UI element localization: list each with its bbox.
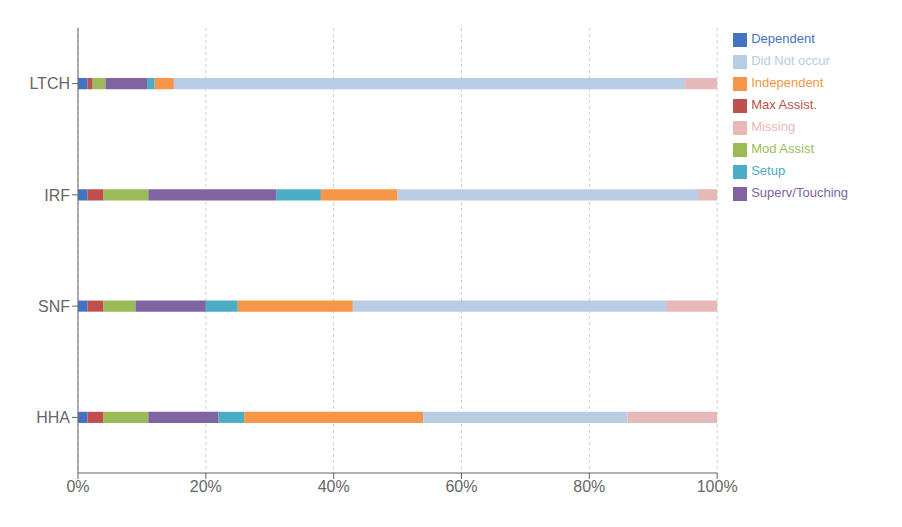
- svg-text:IRF: IRF: [44, 187, 70, 204]
- svg-text:60%: 60%: [445, 478, 477, 495]
- html-text:Independent: Independent: [751, 75, 824, 90]
- html-text:Did Not occur: Did Not occur: [751, 53, 830, 68]
- svg-text:100%: 100%: [697, 478, 738, 495]
- svg-text:40%: 40%: [318, 478, 350, 495]
- html-text:Superv/Touching: Superv/Touching: [751, 185, 848, 200]
- html-text:Mod Assist: Mod Assist: [751, 141, 814, 156]
- svg-text:20%: 20%: [190, 478, 222, 495]
- html-text:Setup: Setup: [751, 163, 786, 178]
- svg-text:80%: 80%: [573, 478, 605, 495]
- svg-text:SNF: SNF: [38, 298, 70, 315]
- svg-text:0%: 0%: [66, 478, 89, 495]
- svg-text:LTCH: LTCH: [29, 75, 70, 92]
- html-text:Missing: Missing: [751, 119, 796, 134]
- html-text:Max Assist.: Max Assist.: [751, 97, 817, 112]
- html-text:Dependent: Dependent: [751, 31, 815, 46]
- svg-text:HHA: HHA: [36, 409, 70, 426]
